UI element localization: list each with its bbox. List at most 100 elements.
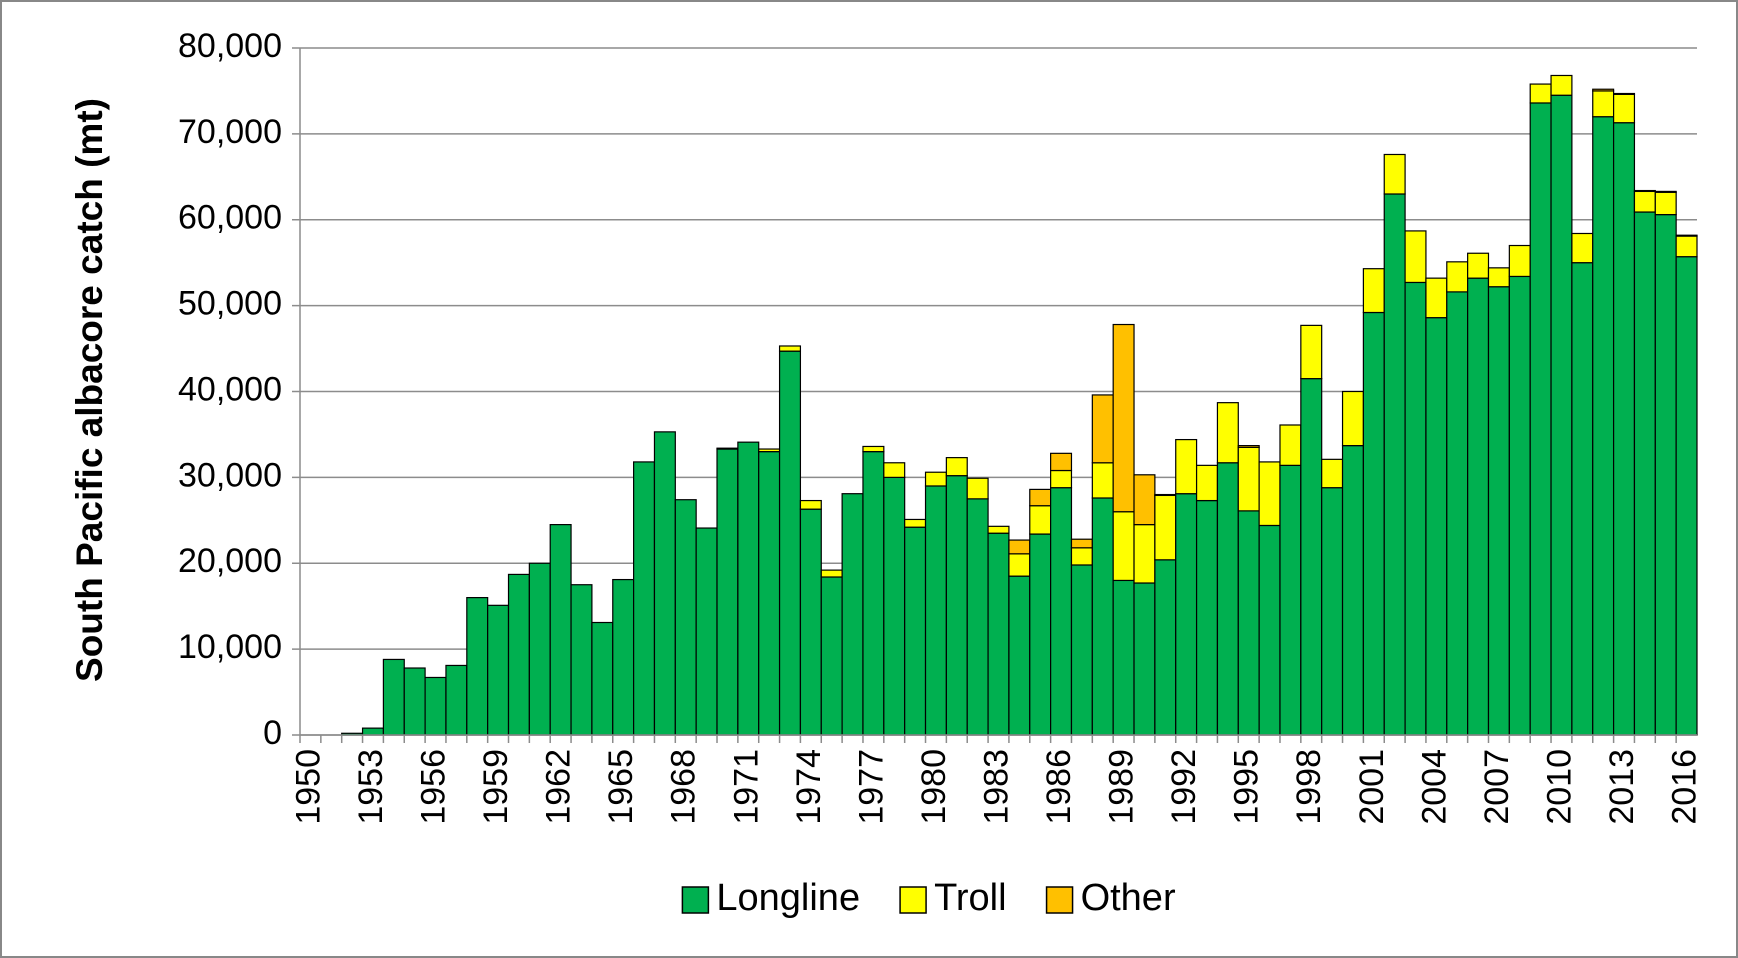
bar-segment <box>1592 90 1615 118</box>
bar-segment <box>1154 493 1177 497</box>
bar-segment <box>1133 524 1156 584</box>
bar-segment <box>1237 445 1260 448</box>
bar-segment <box>945 457 968 477</box>
y-tick-label: 10,000 <box>178 628 282 666</box>
bar-segment <box>1029 505 1052 535</box>
bar-segment <box>716 447 739 450</box>
bar-segment <box>758 451 781 736</box>
x-tick-label: 2010 <box>1540 749 1578 825</box>
bar-segment <box>549 524 572 736</box>
bar-segment <box>1675 256 1698 736</box>
bar-segment <box>1425 277 1448 319</box>
bar-segment <box>487 604 510 736</box>
bar-segment <box>1029 533 1052 736</box>
bar-segment <box>1425 317 1448 736</box>
x-tick-label: 1965 <box>602 749 640 825</box>
bar-segment <box>1300 324 1323 380</box>
bar-segment <box>466 596 489 736</box>
x-tick-label: 1983 <box>977 749 1015 825</box>
bar-segment <box>1154 494 1177 561</box>
bar-segment <box>695 527 718 736</box>
bar-segment <box>799 508 822 736</box>
bar-segment <box>591 621 614 736</box>
bar-segment <box>987 525 1010 534</box>
x-tick-label: 1968 <box>665 749 703 825</box>
y-tick-label: 50,000 <box>178 285 282 323</box>
bar-segment <box>1050 487 1073 736</box>
bar-segment <box>1237 446 1260 512</box>
bar-segment <box>904 526 927 736</box>
bar-segment <box>1050 469 1073 489</box>
bar-segment <box>1612 92 1636 95</box>
bar-segment <box>716 448 739 736</box>
legend-swatch <box>1045 886 1074 914</box>
bar-segment <box>1654 191 1677 216</box>
bar-segment <box>570 584 593 736</box>
y-tick-label: 0 <box>263 714 282 752</box>
bar-segment <box>1529 83 1552 104</box>
bar-segment <box>1195 464 1219 502</box>
legend-swatch <box>899 886 927 914</box>
bar-segment <box>883 476 906 736</box>
x-tick-label: 1995 <box>1228 749 1266 825</box>
y-axis-label: South Pacific albacore catch (mt) <box>69 98 110 682</box>
legend-label: Longline <box>716 877 860 919</box>
bar-segment <box>1008 575 1031 736</box>
bar-segment <box>1633 190 1656 213</box>
bar-segment <box>1383 193 1406 736</box>
bar-segment <box>1467 252 1490 279</box>
bar-segment <box>633 461 656 736</box>
y-tick-label: 80,000 <box>178 27 282 65</box>
y-tick-label: 70,000 <box>178 113 282 151</box>
bar-segment <box>820 569 843 578</box>
bar-segment <box>1195 499 1219 736</box>
bar-segment <box>1279 424 1302 466</box>
bar-segment <box>1675 234 1698 237</box>
bar-segment <box>1029 488 1052 507</box>
bar-segment <box>778 345 802 352</box>
bar-segment <box>1300 378 1323 736</box>
x-tick-label: 1959 <box>477 749 515 825</box>
bar-segment <box>1091 394 1114 464</box>
bar-segment <box>1091 462 1114 499</box>
bar-segment <box>1279 464 1302 736</box>
bar-segment <box>1008 553 1031 577</box>
bar-segment <box>799 499 822 510</box>
x-tick-label: 1971 <box>727 749 765 825</box>
x-tick-label: 1962 <box>540 749 578 825</box>
bar-segment <box>1175 438 1198 495</box>
y-tick-label: 60,000 <box>178 199 282 237</box>
bar-segment <box>1487 267 1510 288</box>
bar-segment <box>612 578 635 736</box>
bar-segment <box>1592 88 1615 92</box>
x-tick-label: 2013 <box>1603 749 1641 825</box>
bar-segment <box>1404 281 1427 736</box>
x-tick-label: 1980 <box>915 749 953 825</box>
bar-segment <box>1550 94 1573 736</box>
bar-segment <box>361 727 385 736</box>
bar-segment <box>1675 235 1698 258</box>
y-tick-label: 30,000 <box>178 456 282 494</box>
x-tick-label: 1977 <box>852 749 890 825</box>
bar-segment <box>883 462 906 478</box>
bar-segment <box>1112 323 1135 513</box>
bar-segment <box>966 477 989 500</box>
bar-segment <box>1654 190 1677 193</box>
bar-segment <box>1237 510 1260 736</box>
bar-segment <box>1550 74 1573 96</box>
bar-segment <box>1446 261 1469 293</box>
bar-segment <box>1091 497 1114 736</box>
bar-segment <box>1008 539 1031 555</box>
bar-segment <box>1216 402 1239 464</box>
bar-segment <box>1133 474 1156 526</box>
x-tick-label: 1989 <box>1103 749 1141 825</box>
bar-segment <box>1258 524 1281 736</box>
bar-segment <box>1258 461 1281 527</box>
bar-segment <box>924 471 947 487</box>
bar-segment <box>1112 579 1135 736</box>
bar-segment <box>1216 462 1239 736</box>
bar-segment <box>862 451 885 736</box>
legend-label: Other <box>1081 877 1176 919</box>
bar-segment <box>1341 390 1364 447</box>
